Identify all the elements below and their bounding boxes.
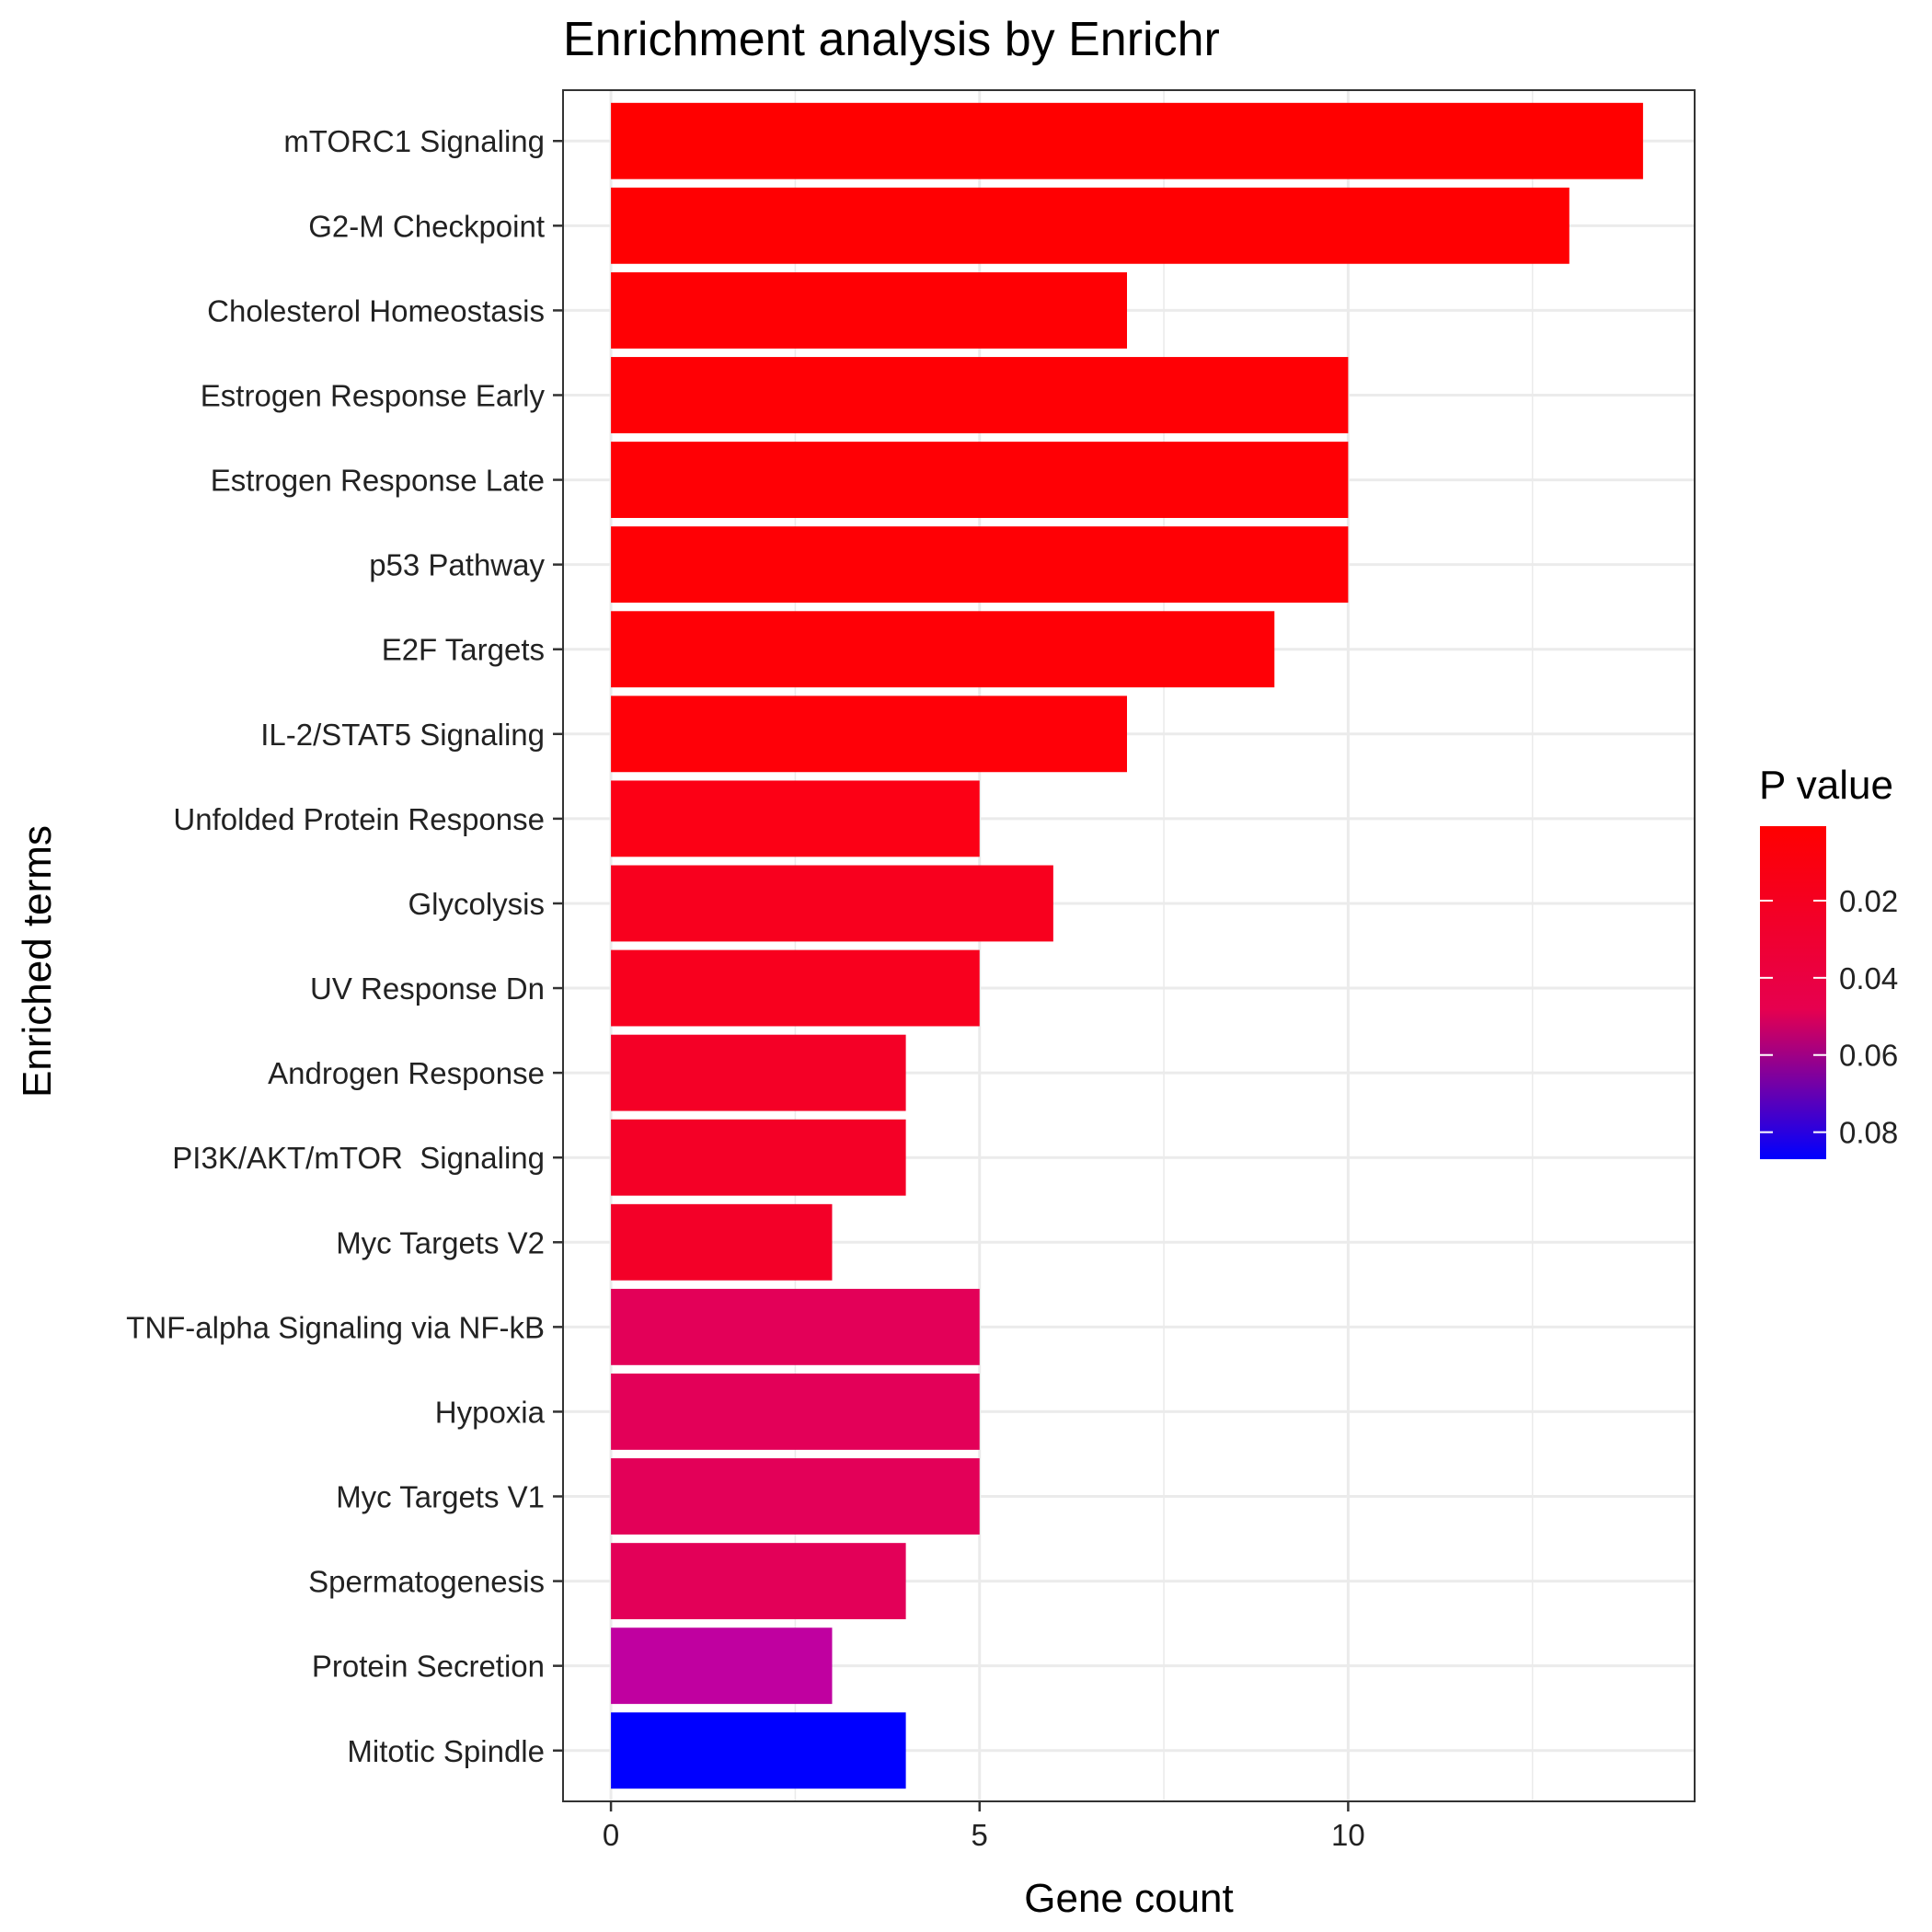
legend: P value 0.02 0.04 0.06 0.08 [1759,763,1898,1159]
y-tick-label: IL-2/STAT5 Signaling [260,718,545,752]
legend-tick-label: 0.06 [1839,1039,1898,1073]
x-tick-label: 0 [603,1818,619,1852]
y-axis: mTORC1 Signaling G2-M Checkpoint Cholester… [126,124,563,1768]
y-tick-label: Unfolded Protein Response [173,802,545,836]
legend-tick-label: 0.08 [1839,1116,1898,1150]
y-tick-label: G2-M Checkpoint [308,209,545,243]
y-tick-label: TNF-alpha Signaling via NF-kB [126,1310,545,1344]
y-tick-label: Cholesterol Homeostasis [207,293,545,328]
y-axis-title: Enriched terms [15,825,60,1098]
bar [611,442,1349,518]
bar [611,865,1053,942]
y-tick-label: Estrogen Response Early [201,378,546,412]
bar [611,780,980,857]
bar [611,1712,906,1789]
y-tick-label: Myc Targets V2 [336,1225,545,1259]
y-tick-label: Protein Secretion [312,1650,545,1684]
legend-tick-label: 0.04 [1839,961,1898,995]
legend-colorbar [1760,826,1826,1159]
bar [611,102,1643,179]
y-tick-label: Mitotic Spindle [347,1734,545,1768]
bar [611,696,1127,773]
legend-ticks: 0.02 0.04 0.06 0.08 [1760,884,1898,1150]
legend-tick-label: 0.02 [1839,884,1898,918]
x-tick-label: 10 [1331,1818,1365,1852]
y-tick-label: p53 Pathway [369,548,545,582]
bar [611,187,1570,264]
bar [611,1288,980,1365]
bar [611,1203,833,1281]
panel-border [562,89,1696,1802]
y-tick-label: Spermatogenesis [308,1565,545,1599]
y-tick-label: Estrogen Response Late [211,464,545,498]
bar [611,526,1349,604]
bar [611,1543,906,1620]
x-axis-title: Gene count [1024,1876,1234,1921]
y-tick-label: mTORC1 Signaling [283,124,545,158]
y-tick-label: Androgen Response [268,1056,545,1090]
y-tick-label: E2F Targets [382,633,545,667]
y-tick-label: UV Response Dn [310,972,545,1006]
bar [611,1119,906,1196]
bar [611,271,1127,349]
bar [611,1374,980,1450]
y-tick-label: Glycolysis [408,887,545,921]
bar [611,611,1275,688]
chart-title: Enrichment analysis by Enrichr [563,13,1220,66]
plot-panel [562,89,1696,1802]
bar [611,1458,980,1535]
y-tick-label: Myc Targets V1 [336,1480,545,1514]
bar [611,1034,906,1111]
y-tick-label: PI3K/AKT/mTOR Signaling [172,1141,545,1175]
bar [611,949,980,1027]
bar [611,1627,833,1705]
legend-title: P value [1759,763,1893,808]
x-tick-label: 5 [972,1818,988,1852]
bar [611,357,1349,433]
y-tick-label: Hypoxia [435,1395,546,1429]
x-axis: 0 5 10 [603,1801,1365,1852]
bars [611,102,1643,1789]
